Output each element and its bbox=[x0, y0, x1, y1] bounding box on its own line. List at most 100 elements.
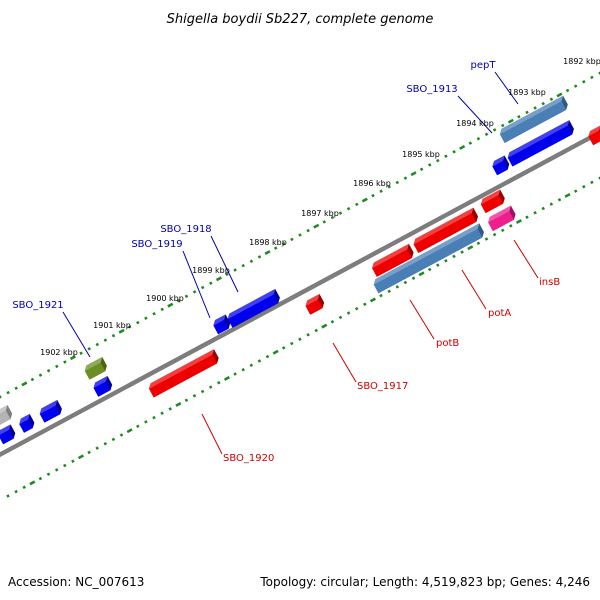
tick-label-3: 1895 kbp bbox=[402, 150, 440, 159]
gene-blue-1894 bbox=[507, 120, 574, 167]
lower-tick-29 bbox=[241, 367, 245, 372]
gene-SBO_1920 bbox=[148, 349, 219, 398]
lower-tick-57 bbox=[467, 245, 474, 251]
gene-label-potA[interactable]: potA bbox=[488, 308, 511, 319]
lower-tick-43 bbox=[354, 306, 359, 311]
upper-tick-35 bbox=[282, 242, 286, 246]
callout-line-SBO_1921 bbox=[62, 311, 91, 358]
accession-text: Accession: NC_007613 bbox=[8, 575, 144, 589]
gene-label-SBO_1920[interactable]: SBO_1920 bbox=[223, 453, 274, 464]
lower-tick-27 bbox=[223, 375, 230, 381]
lower-tick-49 bbox=[403, 280, 408, 285]
lower-tick-7 bbox=[63, 463, 67, 468]
gene-features bbox=[0, 95, 600, 445]
lower-tick-35 bbox=[290, 341, 294, 346]
lower-tick-60 bbox=[492, 232, 497, 237]
lower-tick-track bbox=[6, 176, 600, 498]
lower-tick-33 bbox=[272, 349, 279, 355]
lower-tick-8 bbox=[71, 459, 75, 463]
upper-tick-36 bbox=[290, 237, 294, 242]
tick-labels: 1892 kbp 1893 kbp 1894 kbp 1895 kbp 1896 kbp… bbox=[40, 57, 600, 357]
callout-line-potA bbox=[461, 269, 487, 310]
upper-tick-11 bbox=[87, 347, 91, 351]
gene-label-potB[interactable]: potB bbox=[436, 338, 459, 349]
upper-tick-70 bbox=[565, 88, 570, 93]
lower-tick-16 bbox=[136, 424, 140, 429]
upper-tick-68 bbox=[549, 97, 554, 102]
upper-tick-2 bbox=[14, 386, 18, 390]
gene-label-SBO_1913[interactable]: SBO_1913 bbox=[406, 84, 457, 95]
callout-line-SBO_1913 bbox=[457, 95, 493, 134]
lower-tick-46 bbox=[379, 293, 383, 298]
tick-label-0: 1892 kbp bbox=[563, 57, 600, 66]
upper-tick-1 bbox=[6, 390, 10, 395]
lower-tick-6 bbox=[54, 468, 59, 472]
upper-tick-73 bbox=[590, 75, 594, 80]
upper-tick-13 bbox=[103, 338, 108, 342]
gene-label-SBO_1921[interactable]: SBO_1921 bbox=[12, 300, 63, 311]
upper-tick-52 bbox=[419, 167, 424, 172]
lower-tick-28 bbox=[233, 372, 237, 376]
lower-tick-58 bbox=[476, 241, 481, 246]
gene-label-SBO_1918[interactable]: SBO_1918 bbox=[160, 224, 211, 235]
upper-tick-39 bbox=[313, 223, 320, 229]
lower-tick-24 bbox=[200, 389, 205, 394]
tick-label-7: 1899 kbp bbox=[192, 266, 230, 275]
upper-tick-15 bbox=[118, 328, 125, 334]
tick-label-10: 1902 kbp bbox=[40, 348, 78, 357]
lower-tick-38 bbox=[314, 328, 318, 333]
upper-tick-26 bbox=[209, 281, 213, 285]
lower-tick-61 bbox=[500, 228, 505, 233]
lower-tick-67 bbox=[549, 202, 554, 206]
callout-line-pepT bbox=[494, 71, 519, 105]
upper-tick-5 bbox=[38, 373, 43, 377]
lower-tick-37 bbox=[306, 333, 310, 337]
upper-tick-54 bbox=[436, 158, 440, 163]
gene-label-pepT[interactable]: pepT bbox=[471, 60, 497, 71]
lower-tick-36 bbox=[298, 337, 302, 341]
lower-tick-50 bbox=[411, 276, 416, 280]
upper-tick-10 bbox=[79, 351, 83, 355]
lower-tick-45 bbox=[369, 297, 376, 303]
lower-tick-72 bbox=[590, 180, 594, 185]
lower-tick-10 bbox=[87, 450, 91, 455]
lower-tick-66 bbox=[541, 206, 545, 211]
upper-tick-43 bbox=[346, 206, 351, 211]
lower-tick-59 bbox=[484, 237, 489, 241]
gene-red-edge bbox=[588, 125, 600, 146]
upper-tick-62 bbox=[500, 123, 505, 128]
gene-grey-edge bbox=[0, 404, 13, 426]
lower-tick-22 bbox=[184, 398, 189, 402]
lower-tick-13 bbox=[111, 437, 116, 442]
gene-SBO_1919 bbox=[213, 314, 231, 335]
lower-tick-15 bbox=[126, 428, 133, 434]
gene-blue-1902 bbox=[93, 375, 113, 397]
lower-tick-71 bbox=[582, 184, 586, 189]
upper-tick-49 bbox=[395, 180, 400, 185]
gene-potA bbox=[413, 207, 479, 254]
gene-label-SBO_1917[interactable]: SBO_1917 bbox=[357, 381, 408, 392]
tick-label-8: 1900 kbp bbox=[146, 294, 184, 303]
upper-tick-55 bbox=[444, 154, 448, 158]
gene-pepT bbox=[499, 95, 568, 143]
lower-tick-44 bbox=[363, 302, 367, 307]
lower-tick-30 bbox=[249, 363, 254, 368]
lower-tick-39 bbox=[321, 323, 328, 329]
tick-label-5: 1897 kbp bbox=[301, 209, 339, 218]
lower-tick-17 bbox=[144, 420, 148, 424]
upper-tick-4 bbox=[30, 377, 35, 382]
upper-tick-71 bbox=[573, 84, 578, 88]
tick-label-9: 1901 kbp bbox=[93, 321, 131, 330]
upper-tick-12 bbox=[95, 342, 100, 347]
genome-summary-text: Topology: circular; Length: 4,519,823 bp… bbox=[259, 575, 590, 589]
upper-tick-0 bbox=[0, 395, 2, 399]
upper-tick-51 bbox=[410, 171, 417, 177]
upper-tick-48 bbox=[387, 185, 391, 189]
lower-tick-14 bbox=[119, 433, 124, 437]
lower-tick-25 bbox=[208, 385, 213, 389]
lower-tick-70 bbox=[573, 189, 578, 193]
gene-label-insB[interactable]: insB bbox=[539, 277, 560, 288]
gene-label-SBO_1919[interactable]: SBO_1919 bbox=[131, 239, 182, 250]
lower-tick-54 bbox=[444, 259, 448, 263]
